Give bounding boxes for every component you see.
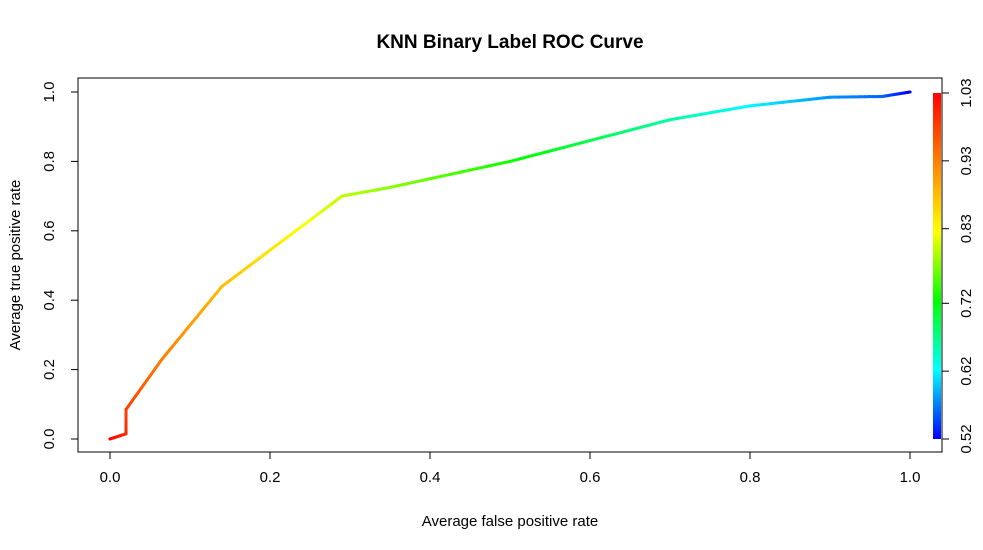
roc-curve-segment bbox=[468, 166, 482, 172]
roc-curve-segment bbox=[428, 175, 442, 181]
chart-title: KNN Binary Label ROC Curve bbox=[376, 32, 643, 53]
roc-point bbox=[108, 437, 112, 441]
roc-curve-segment bbox=[290, 224, 304, 236]
y-tick-label: 1.0 bbox=[41, 82, 58, 103]
roc-curve-segment bbox=[548, 146, 565, 153]
roc-point bbox=[828, 95, 832, 99]
roc-curve-segment bbox=[641, 121, 659, 129]
roc-curve-segment bbox=[300, 217, 314, 228]
roc-curve-segment bbox=[438, 172, 452, 179]
roc-curve-segment bbox=[408, 179, 422, 185]
roc-point bbox=[160, 357, 164, 361]
roc-curve-segment bbox=[280, 232, 294, 243]
roc-point bbox=[668, 118, 672, 122]
roc-point bbox=[124, 408, 128, 412]
roc-point bbox=[880, 95, 884, 99]
y-axis: 0.0 0.2 0.4 0.6 0.8 1.0 bbox=[41, 82, 78, 450]
roc-point bbox=[220, 284, 224, 288]
roc-curve-segment bbox=[458, 168, 472, 174]
colorbar-tick-label: 0.52 bbox=[958, 424, 975, 453]
x-tick-label: 0.8 bbox=[740, 469, 761, 486]
roc-curve-segment bbox=[601, 132, 619, 139]
roc-curve-segment bbox=[575, 139, 592, 146]
roc-curve-segment bbox=[655, 118, 672, 125]
roc-curve-segment bbox=[615, 128, 632, 136]
colorbar-axis: 0.52 0.62 0.72 0.83 0.93 1.03 bbox=[941, 78, 975, 454]
x-tick-label: 1.0 bbox=[900, 469, 921, 486]
roc-curve-segment bbox=[588, 135, 605, 143]
x-axis-label: Average false positive rate bbox=[422, 513, 599, 530]
roc-curve-segment bbox=[418, 177, 432, 183]
y-tick-label: 0.0 bbox=[41, 429, 58, 450]
roc-curve-segment bbox=[310, 209, 324, 221]
colorbar bbox=[933, 93, 941, 439]
roc-point bbox=[124, 432, 128, 436]
x-tick-label: 0.0 bbox=[100, 469, 121, 486]
roc-curve bbox=[108, 90, 912, 441]
colorbar-tick-label: 0.83 bbox=[958, 214, 975, 243]
x-tick-label: 0.6 bbox=[580, 469, 601, 486]
x-tick-label: 0.2 bbox=[260, 469, 281, 486]
roc-curve-segment bbox=[628, 125, 645, 132]
roc-curve-segment bbox=[230, 269, 244, 281]
roc-curve-segment bbox=[535, 149, 552, 156]
roc-curve-segment bbox=[270, 239, 284, 251]
roc-curve-segment bbox=[240, 262, 254, 273]
roc-point bbox=[340, 194, 344, 198]
roc-curve-segment bbox=[488, 162, 502, 168]
x-tick-label: 0.4 bbox=[420, 469, 441, 486]
roc-curve-segment bbox=[260, 247, 274, 258]
y-tick-label: 0.4 bbox=[41, 290, 58, 311]
roc-curve-segment bbox=[330, 194, 344, 206]
roc-point bbox=[748, 104, 752, 108]
roc-curve-segment bbox=[561, 142, 579, 150]
roc-curve-segment bbox=[250, 254, 264, 266]
colorbar-tick-label: 0.93 bbox=[958, 146, 975, 175]
roc-curve-segment bbox=[320, 202, 334, 213]
roc-curve-segment bbox=[521, 152, 539, 160]
roc-curve-segment bbox=[478, 164, 492, 170]
roc-curve-segment bbox=[398, 181, 412, 187]
roc-point bbox=[508, 159, 512, 163]
colorbar-tick-label: 1.03 bbox=[958, 78, 975, 107]
roc-curve-segment bbox=[388, 183, 402, 189]
roc-curve-segment bbox=[508, 156, 525, 163]
y-tick-label: 0.6 bbox=[41, 220, 58, 241]
roc-curve-segment bbox=[220, 277, 234, 288]
colorbar-tick-label: 0.62 bbox=[958, 357, 975, 386]
x-axis: 0.0 0.2 0.4 0.6 0.8 1.0 bbox=[100, 452, 921, 486]
roc-curve-segment bbox=[498, 159, 512, 166]
y-tick-label: 0.8 bbox=[41, 151, 58, 172]
roc-point bbox=[908, 90, 912, 94]
y-axis-label: Average true positive rate bbox=[7, 180, 24, 351]
y-tick-label: 0.2 bbox=[41, 359, 58, 380]
plot-frame bbox=[77, 77, 943, 453]
colorbar-tick-label: 0.72 bbox=[958, 289, 975, 318]
roc-curve-segment bbox=[448, 170, 462, 176]
roc-point bbox=[388, 185, 392, 189]
